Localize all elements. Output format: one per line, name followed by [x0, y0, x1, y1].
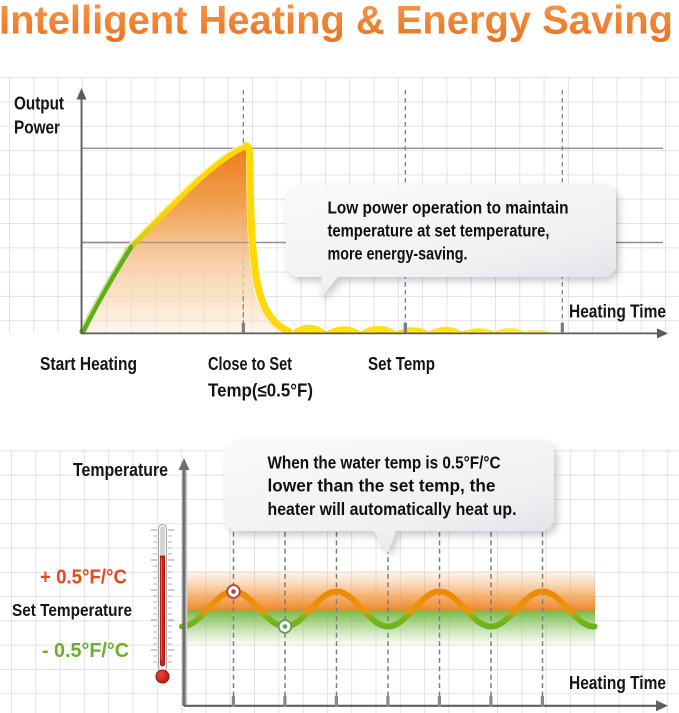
svg-text:- 0.5°F/°C: - 0.5°F/°C — [42, 639, 129, 662]
svg-text:Start Heating: Start Heating — [40, 354, 137, 374]
svg-text:+ 0.5°F/°C: + 0.5°F/°C — [40, 566, 127, 589]
svg-text:Set Temperature: Set Temperature — [12, 600, 132, 620]
svg-text:temperature at set temperature: temperature at set temperature, — [328, 221, 550, 241]
svg-text:heater will automatically heat: heater will automatically heat up. — [268, 499, 517, 519]
svg-text:Power: Power — [14, 118, 60, 138]
svg-text:Set Temp: Set Temp — [368, 354, 435, 374]
svg-text:Temp(≤0.5°F): Temp(≤0.5°F) — [208, 381, 313, 401]
svg-text:lower than the set temp, the: lower than the set temp, the — [268, 476, 496, 496]
svg-text:Heating Time: Heating Time — [569, 673, 666, 693]
svg-text:Temperature: Temperature — [73, 460, 168, 480]
svg-text:Intelligent Heating & Energy S: Intelligent Heating & Energy Saving — [0, 0, 673, 43]
svg-text:Output: Output — [14, 94, 64, 114]
svg-text:Close to Set: Close to Set — [208, 354, 292, 374]
svg-text:more energy-saving.: more energy-saving. — [328, 244, 468, 264]
svg-text:When the water temp is 0.5°F/°: When the water temp is 0.5°F/°C — [268, 453, 501, 473]
svg-text:Low power operation to maintai: Low power operation to maintain — [328, 198, 569, 218]
svg-text:Heating Time: Heating Time — [569, 302, 666, 322]
